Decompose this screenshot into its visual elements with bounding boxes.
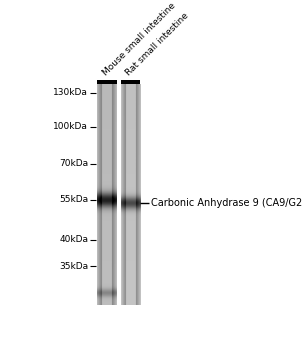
Text: 40kDa: 40kDa: [59, 235, 88, 244]
Bar: [121, 80, 140, 84]
Text: Rat small intestine: Rat small intestine: [124, 11, 191, 78]
Text: Carbonic Anhydrase 9 (CA9/G250): Carbonic Anhydrase 9 (CA9/G250): [151, 198, 302, 208]
Text: Mouse small intestine: Mouse small intestine: [101, 1, 177, 78]
Text: 70kDa: 70kDa: [59, 160, 88, 168]
Text: 35kDa: 35kDa: [59, 261, 88, 271]
Bar: [98, 80, 117, 84]
Text: 55kDa: 55kDa: [59, 195, 88, 204]
Text: 130kDa: 130kDa: [53, 88, 88, 97]
Text: 100kDa: 100kDa: [53, 122, 88, 131]
